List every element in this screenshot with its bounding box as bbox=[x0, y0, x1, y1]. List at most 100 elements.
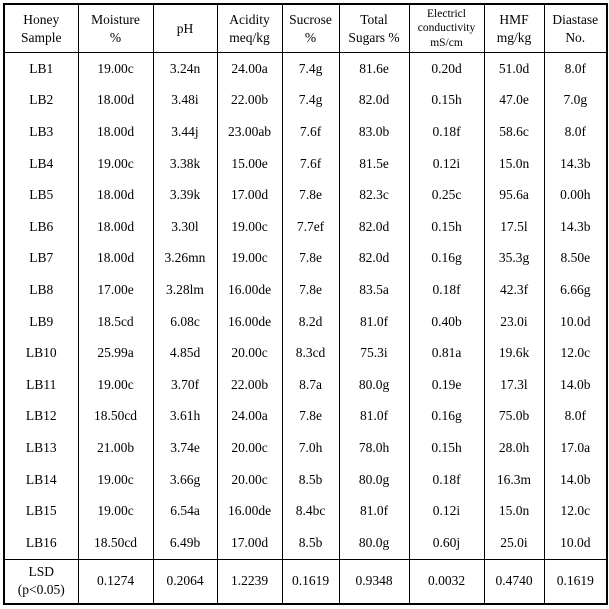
value-cell: 14.3b bbox=[543, 147, 607, 180]
value-cell: 7.4g bbox=[281, 52, 339, 85]
value-cell: 18.00d bbox=[77, 210, 153, 243]
value-cell: 17.5l bbox=[483, 210, 544, 243]
value-cell: 15.00e bbox=[216, 147, 282, 180]
value-cell: 0.18f bbox=[408, 116, 484, 148]
header-cell-1: Moisture % bbox=[77, 4, 153, 53]
value-cell: 8.7a bbox=[281, 368, 339, 401]
table-row: LB5 18.00d 3.39k 17.00d 7.8e 82.3c 0.25c 95.6a 0… bbox=[3, 179, 607, 211]
sample-label-cell: LB6 bbox=[3, 210, 78, 243]
value-cell: 75.0b bbox=[483, 400, 544, 433]
lsd-value-cell: 0.1274 bbox=[77, 558, 153, 604]
value-cell: 7.6f bbox=[281, 116, 339, 148]
table-row: LB2 18.00d 3.48i 22.00b 7.4g 82.0d 0.15h 47.0e 7… bbox=[3, 84, 607, 117]
value-cell: 81.6e bbox=[338, 52, 409, 85]
value-cell: 8.3cd bbox=[281, 337, 339, 369]
value-cell: 16.3m bbox=[483, 463, 544, 496]
value-cell: 16.00de bbox=[216, 274, 282, 306]
table-row: LB14 19.00c 3.66g 20.00c 8.5b 80.0g 0.18f 16.3m… bbox=[3, 463, 607, 496]
value-cell: 8.5b bbox=[281, 463, 339, 496]
value-cell: 18.50cd bbox=[77, 400, 153, 433]
table-row: LB6 18.00d 3.30l 19.00c 7.7ef 82.0d 0.15h 17.5l… bbox=[3, 210, 607, 243]
table-row: LB3 18.00d 3.44j 23.00ab 7.6f 83.0b 0.18f 58.6c… bbox=[3, 116, 607, 148]
value-cell: 19.00c bbox=[216, 242, 282, 275]
table-row: LB9 18.5cd 6.08c 16.00de 8.2d 81.0f 0.40b 23.0i… bbox=[3, 305, 607, 338]
value-cell: 95.6a bbox=[483, 179, 544, 211]
value-cell: 0.20d bbox=[408, 52, 484, 85]
value-cell: 22.00b bbox=[216, 84, 282, 117]
value-cell: 3.30l bbox=[152, 210, 217, 243]
value-cell: 0.15h bbox=[408, 210, 484, 243]
value-cell: 42.3f bbox=[483, 274, 544, 306]
header-cell-8: Diastase No. bbox=[543, 4, 607, 53]
value-cell: 28.0h bbox=[483, 432, 544, 464]
value-cell: 80.0g bbox=[338, 526, 409, 559]
value-cell: 4.85d bbox=[152, 337, 217, 369]
value-cell: 3.28lm bbox=[152, 274, 217, 306]
lsd-value-cell: 1.2239 bbox=[216, 558, 282, 604]
sample-label-cell: LB8 bbox=[3, 274, 78, 306]
value-cell: 22.00b bbox=[216, 368, 282, 401]
value-cell: 0.81a bbox=[408, 337, 484, 369]
lsd-value-cell: 0.1619 bbox=[281, 558, 339, 604]
sample-label-cell: LB14 bbox=[3, 463, 78, 496]
value-cell: 18.00d bbox=[77, 84, 153, 117]
value-cell: 3.61h bbox=[152, 400, 217, 433]
value-cell: 0.00h bbox=[543, 179, 607, 211]
value-cell: 12.0c bbox=[543, 337, 607, 369]
value-cell: 16.00de bbox=[216, 495, 282, 527]
value-cell: 10.0d bbox=[543, 526, 607, 559]
sample-label-cell: LB15 bbox=[3, 495, 78, 527]
value-cell: 0.18f bbox=[408, 274, 484, 306]
value-cell: 6.08c bbox=[152, 305, 217, 338]
value-cell: 20.00c bbox=[216, 463, 282, 496]
value-cell: 17.0a bbox=[543, 432, 607, 464]
table-row: LB15 19.00c 6.54a 16.00de 8.4bc 81.0f 0.12i 15.… bbox=[3, 495, 607, 527]
value-cell: 17.3l bbox=[483, 368, 544, 401]
table-row: LB11 19.00c 3.70f 22.00b 8.7a 80.0g 0.19e 17.3l… bbox=[3, 368, 607, 401]
value-cell: 18.5cd bbox=[77, 305, 153, 338]
value-cell: 10.0d bbox=[543, 305, 607, 338]
value-cell: 8.0f bbox=[543, 400, 607, 433]
value-cell: 58.6c bbox=[483, 116, 544, 148]
value-cell: 0.19e bbox=[408, 368, 484, 401]
value-cell: 8.0f bbox=[543, 52, 607, 85]
value-cell: 0.12i bbox=[408, 495, 484, 527]
value-cell: 3.39k bbox=[152, 179, 217, 211]
lsd-value-cell: 0.9348 bbox=[338, 558, 409, 604]
sample-label-cell: LB5 bbox=[3, 179, 78, 211]
value-cell: 8.0f bbox=[543, 116, 607, 148]
value-cell: 3.38k bbox=[152, 147, 217, 180]
sample-label-cell: LB9 bbox=[3, 305, 78, 338]
value-cell: 19.00c bbox=[216, 210, 282, 243]
header-cell-2: pH bbox=[152, 4, 217, 53]
table-row: LB8 17.00e 3.28lm 16.00de 7.8e 83.5a 0.18f 42.3… bbox=[3, 274, 607, 306]
value-cell: 51.0d bbox=[483, 52, 544, 85]
value-cell: 14.0b bbox=[543, 368, 607, 401]
value-cell: 80.0g bbox=[338, 368, 409, 401]
value-cell: 0.15h bbox=[408, 432, 484, 464]
value-cell: 81.0f bbox=[338, 495, 409, 527]
value-cell: 23.00ab bbox=[216, 116, 282, 148]
honey-properties-table: Honey Sample Moisture % pH Acidity meq/kg Su… bbox=[3, 3, 608, 605]
value-cell: 20.00c bbox=[216, 337, 282, 369]
value-cell: 19.00c bbox=[77, 52, 153, 85]
value-cell: 18.50cd bbox=[77, 526, 153, 559]
sample-label-cell: LB2 bbox=[3, 84, 78, 117]
sample-label-cell: LB16 bbox=[3, 526, 78, 559]
sample-label-cell: LB1 bbox=[3, 52, 78, 85]
header-cell-4: Sucrose % bbox=[281, 4, 339, 53]
value-cell: 47.0e bbox=[483, 84, 544, 117]
value-cell: 3.74e bbox=[152, 432, 217, 464]
value-cell: 18.00d bbox=[77, 116, 153, 148]
value-cell: 19.00c bbox=[77, 368, 153, 401]
sample-label-cell: LB4 bbox=[3, 147, 78, 180]
value-cell: 7.8e bbox=[281, 274, 339, 306]
value-cell: 3.66g bbox=[152, 463, 217, 496]
value-cell: 0.15h bbox=[408, 84, 484, 117]
value-cell: 82.0d bbox=[338, 242, 409, 275]
value-cell: 23.0i bbox=[483, 305, 544, 338]
sample-label-cell: LB7 bbox=[3, 242, 78, 275]
table-row: LB13 21.00b 3.74e 20.00c 7.0h 78.0h 0.15h 28.0h… bbox=[3, 432, 607, 464]
sample-label-cell: LB10 bbox=[3, 337, 78, 369]
lsd-value-cell: 0.2064 bbox=[152, 558, 217, 604]
